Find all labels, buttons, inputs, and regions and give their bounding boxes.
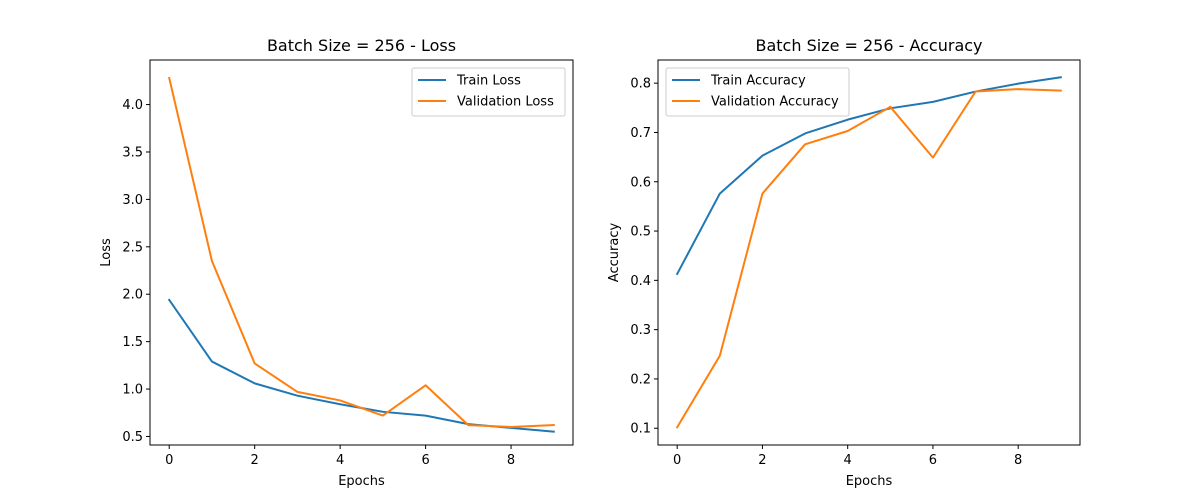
- loss-x-axis-label: Epochs: [338, 474, 385, 489]
- accuracy-x-tick-label: 6: [929, 453, 937, 468]
- validation-loss-legend-label: Validation Loss: [457, 95, 554, 110]
- accuracy-x-tick-label: 8: [1014, 453, 1022, 468]
- loss-y-tick-label: 0.5: [122, 430, 143, 445]
- loss-y-axis-label: Loss: [99, 238, 114, 267]
- accuracy-chart: Batch Size = 256 - Accuracy 0 2 4 6 8 0.1 0.2 0.…: [607, 36, 1081, 489]
- train-accuracy-line: [675, 76, 1062, 276]
- loss-legend: Train Loss Validation Loss: [411, 67, 566, 117]
- loss-x-tick-label: 8: [507, 453, 515, 468]
- loss-y-tick-label: 2.5: [122, 240, 143, 255]
- train-accuracy-legend-label: Train Accuracy: [710, 74, 806, 89]
- validation-loss-line: [168, 76, 555, 428]
- loss-y-tick-label: 2.0: [122, 288, 143, 303]
- loss-x-tick-label: 2: [251, 453, 259, 468]
- accuracy-y-tick-label: 0.3: [630, 323, 651, 338]
- loss-chart: Batch Size = 256 - Loss 0 2 4 6 8 0.5 1.0 1.5 2.0…: [99, 36, 574, 489]
- accuracy-y-axis-label: Accuracy: [607, 223, 622, 283]
- accuracy-y-tick-label: 0.1: [630, 422, 651, 437]
- loss-x-tick-label: 6: [421, 453, 429, 468]
- accuracy-plot-frame: [657, 59, 1081, 446]
- loss-y-tick-label: 1.0: [122, 383, 143, 398]
- accuracy-x-axis-label: Epochs: [846, 474, 893, 489]
- loss-x-tick-label: 0: [165, 453, 173, 468]
- accuracy-y-tick-label: 0.6: [630, 175, 651, 190]
- accuracy-y-tick-label: 0.2: [630, 372, 651, 387]
- accuracy-x-tick-label: 0: [673, 453, 681, 468]
- loss-y-tick-label: 1.5: [122, 335, 143, 350]
- loss-y-tick-label: 3.0: [122, 193, 143, 208]
- validation-accuracy-legend-label: Validation Accuracy: [711, 95, 839, 110]
- accuracy-legend: Train Accuracy Validation Accuracy: [665, 67, 850, 117]
- accuracy-legend-box: [665, 67, 850, 117]
- loss-chart-title: Batch Size = 256 - Loss: [267, 36, 456, 55]
- accuracy-y-tick-label: 0.5: [630, 225, 651, 240]
- loss-plot-frame: [149, 59, 574, 446]
- accuracy-y-tick-label: 0.4: [630, 274, 651, 289]
- train-loss-legend-label: Train Loss: [456, 74, 521, 89]
- loss-legend-box: [411, 67, 566, 117]
- accuracy-chart-title: Batch Size = 256 - Accuracy: [755, 36, 982, 55]
- accuracy-x-tick-label: 4: [844, 453, 852, 468]
- accuracy-x-tick-label: 2: [758, 453, 766, 468]
- accuracy-y-tick-label: 0.8: [630, 77, 651, 92]
- loss-y-tick-label: 4.0: [122, 98, 143, 113]
- accuracy-y-tick-label: 0.7: [630, 126, 651, 141]
- validation-accuracy-line: [675, 88, 1062, 429]
- loss-y-tick-label: 3.5: [122, 145, 143, 160]
- loss-x-tick-label: 4: [336, 453, 344, 468]
